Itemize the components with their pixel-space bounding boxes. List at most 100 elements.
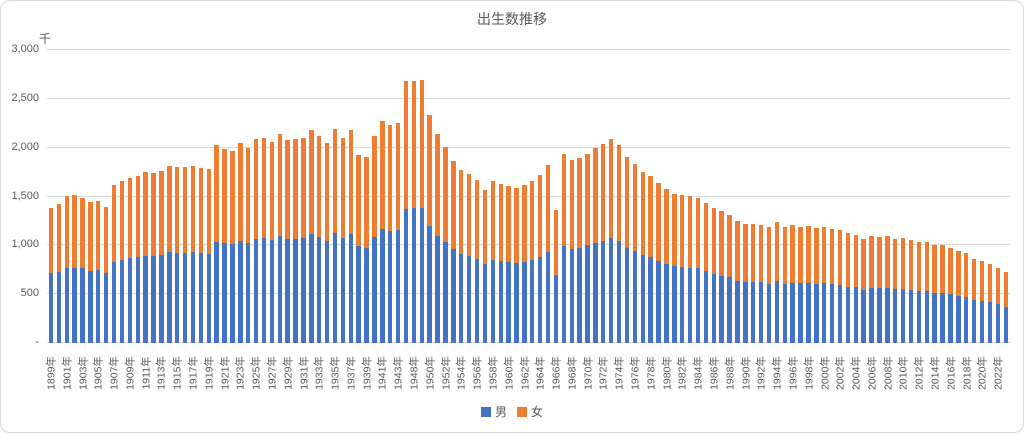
legend-swatch bbox=[480, 406, 491, 417]
female-segment bbox=[159, 171, 164, 256]
male-segment bbox=[545, 251, 551, 343]
x-tick-label: 2018年 bbox=[961, 356, 974, 390]
male-segment bbox=[640, 255, 645, 343]
female-segment bbox=[246, 147, 251, 243]
legend-label: 男 bbox=[494, 405, 507, 419]
bar-1975年 bbox=[623, 50, 631, 343]
male-segment bbox=[766, 283, 772, 343]
female-segment bbox=[751, 223, 756, 282]
x-tick-label: 1941年 bbox=[376, 356, 389, 390]
x-tick-label: 1937年 bbox=[345, 356, 358, 390]
male-segment bbox=[143, 255, 148, 343]
bar-1902年 bbox=[71, 50, 79, 343]
x-tick-label: 1899年 bbox=[45, 356, 58, 390]
female-segment bbox=[190, 165, 196, 253]
female-segment bbox=[151, 173, 156, 256]
gridline bbox=[47, 97, 1010, 99]
bar-1920年 bbox=[213, 50, 221, 343]
bar-1967年 bbox=[560, 50, 568, 343]
male-segment bbox=[261, 237, 267, 343]
bar-1921年 bbox=[221, 50, 229, 343]
x-tick-label: 1960年 bbox=[503, 356, 516, 390]
male-segment bbox=[932, 292, 937, 343]
bar-2021年 bbox=[986, 50, 994, 343]
female-segment bbox=[309, 129, 314, 234]
female-segment bbox=[324, 143, 330, 241]
bar-1906年 bbox=[102, 50, 110, 343]
female-segment bbox=[435, 134, 440, 236]
female-segment bbox=[908, 240, 914, 291]
male-segment bbox=[64, 267, 69, 343]
x-tick-label: 1972年 bbox=[597, 356, 610, 390]
bar-1953年 bbox=[449, 50, 457, 343]
female-segment bbox=[822, 226, 827, 284]
male-segment bbox=[151, 255, 156, 343]
bar-1931年 bbox=[300, 50, 308, 343]
y-tick-label: 3,000 bbox=[11, 43, 39, 55]
gridline bbox=[47, 49, 1010, 50]
bar-1978年 bbox=[647, 50, 655, 343]
male-segment bbox=[569, 248, 574, 343]
x-tick-label: 2020年 bbox=[976, 356, 989, 390]
female-segment bbox=[490, 181, 496, 260]
bar-2005年 bbox=[860, 50, 868, 343]
male-segment bbox=[317, 236, 322, 343]
bar-1989年 bbox=[733, 50, 741, 343]
bar-1940年 bbox=[371, 50, 379, 343]
female-segment bbox=[451, 160, 456, 250]
bar-2008年 bbox=[883, 50, 891, 343]
bar-1948年 bbox=[410, 50, 418, 343]
male-segment bbox=[498, 261, 503, 343]
bar-1959年 bbox=[497, 50, 505, 343]
female-segment bbox=[624, 157, 630, 248]
bar-2000年 bbox=[820, 50, 828, 343]
female-segment bbox=[143, 172, 148, 256]
female-segment bbox=[656, 182, 661, 261]
bar-1981年 bbox=[670, 50, 678, 343]
male-segment bbox=[814, 284, 819, 343]
bar-1918年 bbox=[197, 50, 205, 343]
male-segment bbox=[537, 256, 543, 343]
female-segment bbox=[727, 214, 732, 278]
bar-2004年 bbox=[852, 50, 860, 343]
female-segment bbox=[837, 230, 843, 286]
bar-1952年 bbox=[442, 50, 450, 343]
y-axis-unit-label: 千 bbox=[39, 32, 52, 46]
male-segment bbox=[72, 267, 77, 343]
male-segment bbox=[388, 231, 393, 343]
bar-1929年 bbox=[284, 50, 292, 343]
x-tick-label: 1905年 bbox=[92, 356, 105, 390]
bar-1997年 bbox=[797, 50, 805, 343]
x-tick-label: 1996年 bbox=[787, 356, 800, 390]
female-segment bbox=[506, 186, 511, 263]
bar-2017年 bbox=[954, 50, 962, 343]
bar-1998年 bbox=[805, 50, 813, 343]
x-tick-label: 1903年 bbox=[77, 356, 90, 390]
female-segment bbox=[616, 144, 622, 242]
bar-1927年 bbox=[268, 50, 276, 343]
female-segment bbox=[96, 201, 101, 271]
female-segment bbox=[135, 175, 140, 258]
female-segment bbox=[522, 184, 527, 262]
legend-item-女: 女 bbox=[517, 403, 543, 420]
x-tick-label: 1980年 bbox=[661, 356, 674, 390]
bar-1985年 bbox=[702, 50, 710, 343]
female-segment bbox=[301, 137, 306, 238]
female-segment bbox=[419, 79, 424, 208]
female-segment bbox=[167, 166, 172, 253]
gridline bbox=[47, 146, 1010, 148]
chart-title: 出生数推移 bbox=[477, 11, 547, 27]
male-segment bbox=[758, 282, 764, 343]
x-tick-label: 1964年 bbox=[534, 356, 547, 390]
x-tick-label: 1956年 bbox=[471, 356, 484, 390]
female-segment bbox=[474, 180, 480, 260]
x-tick-label: 1933年 bbox=[313, 356, 326, 390]
female-segment bbox=[395, 122, 401, 231]
x-tick-label: 1935年 bbox=[329, 356, 342, 390]
female-segment bbox=[111, 185, 117, 263]
female-segment bbox=[924, 242, 929, 292]
gridlines bbox=[47, 49, 1010, 343]
female-segment bbox=[372, 136, 377, 238]
female-segment bbox=[340, 137, 346, 238]
